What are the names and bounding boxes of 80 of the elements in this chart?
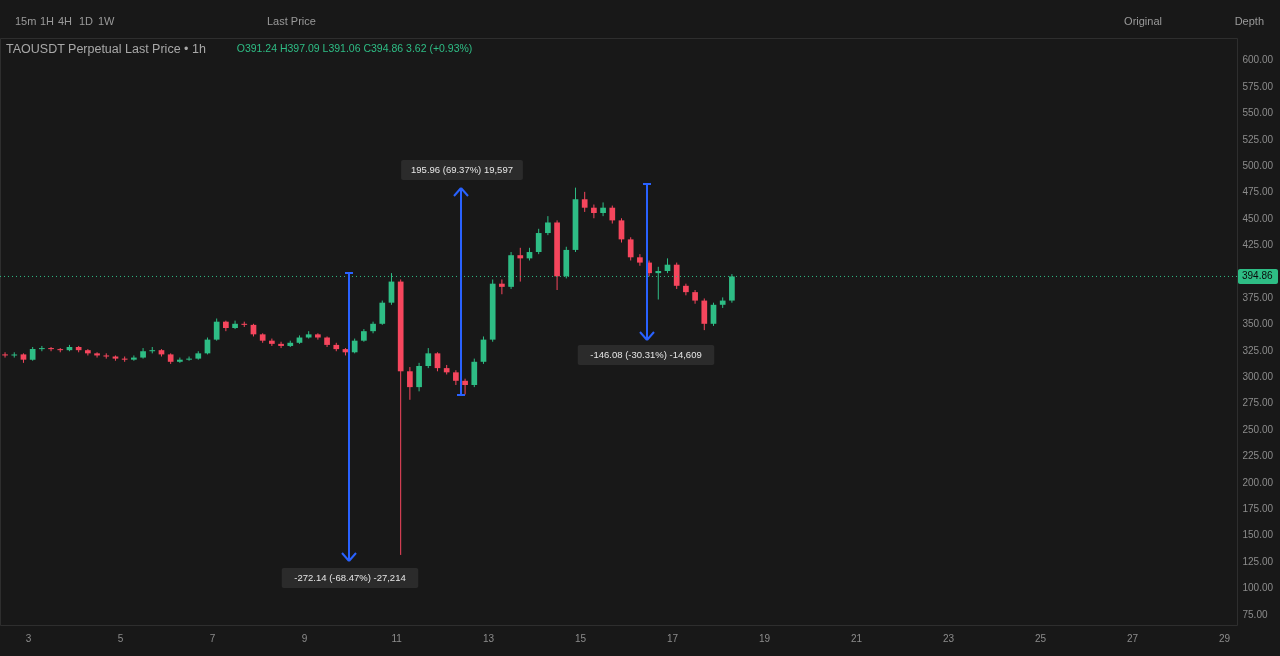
x-tick-label: 29: [1219, 632, 1231, 644]
y-tick-label: 500.00: [1242, 159, 1274, 171]
candlestick: [131, 354, 137, 362]
annotation: -146.08 (-30.31%) -14,609: [590, 349, 702, 360]
x-tick-label: 13: [483, 632, 495, 644]
text: 1H: [40, 15, 55, 27]
x-tick-label: 11: [391, 632, 403, 644]
candlestick: [600, 201, 606, 217]
candlestick: [591, 204, 597, 219]
y-tick-label: 550.00: [1242, 107, 1274, 119]
candlestick: [232, 320, 238, 330]
candlestick: [407, 366, 413, 401]
y-tick-label: 250.00: [1242, 423, 1274, 435]
candlestick: [186, 356, 192, 362]
y-tick-label: 225.00: [1242, 450, 1274, 462]
ref-line-label: 394.86: [1242, 270, 1274, 282]
y-tick-label: 150.00: [1242, 529, 1274, 541]
x-tick-label: 19: [759, 632, 771, 644]
y-tick-label: 200.00: [1242, 476, 1274, 488]
chart-title: TAOUSDT Perpetual Last Price • 1h: [6, 42, 206, 56]
x-tick-label: 27: [1127, 632, 1139, 644]
y-tick-label: 525.00: [1242, 133, 1274, 145]
candlestick: [177, 357, 183, 364]
candlestick: [213, 318, 220, 342]
candlestick: [627, 236, 634, 261]
candlestick: [701, 297, 708, 331]
candlestick: [673, 262, 680, 290]
y-tick-label: 375.00: [1242, 291, 1274, 303]
x-tick-label: 7: [209, 632, 216, 644]
y-tick-label: 175.00: [1242, 502, 1274, 514]
x-tick-label: 21: [851, 632, 863, 644]
x-tick-label: 17: [667, 632, 679, 644]
text: 4H: [58, 15, 73, 27]
chart-subtitle: O391.24 H397.09 L391.06 C394.86 3.62 (+0.93%): [236, 42, 473, 54]
annotation: -272.14 (-68.47%) -27,214: [294, 572, 406, 583]
x-tick-label: 5: [117, 632, 124, 644]
y-tick-label: 575.00: [1242, 80, 1274, 92]
text: 1D: [79, 15, 94, 27]
y-tick-label: 75.00: [1242, 608, 1268, 620]
candlestick: [11, 351, 18, 359]
candlestick: [471, 358, 478, 388]
candlestick: [517, 247, 524, 283]
y-tick-label: 275.00: [1242, 397, 1274, 409]
candlestick: [637, 253, 643, 267]
candlestick: [94, 351, 100, 359]
candlestick: [85, 348, 91, 356]
candlestick: [269, 338, 275, 347]
text: Depth: [1234, 15, 1264, 27]
candlestick: [315, 332, 321, 341]
candlestick: [2, 351, 8, 359]
candlestick: [379, 300, 386, 326]
text: Last Price: [267, 15, 316, 27]
x-tick-label: 25: [1035, 632, 1047, 644]
candlestick: [545, 215, 551, 236]
candlestick: [499, 278, 505, 295]
x-tick-label: 23: [943, 632, 955, 644]
y-tick-label: 350.00: [1242, 318, 1274, 330]
candlestick: [535, 228, 542, 255]
text: 1W: [98, 15, 116, 27]
candlestick: [425, 347, 432, 369]
y-tick-label: 325.00: [1242, 344, 1274, 356]
candlestick: [278, 341, 284, 349]
candlestick: [581, 191, 588, 213]
y-tick-label: 125.00: [1242, 555, 1274, 567]
candlestick: [416, 362, 422, 392]
text: Original: [1124, 15, 1162, 27]
text: 15m: [15, 15, 37, 27]
y-tick-label: 450.00: [1242, 212, 1274, 224]
annotation: 195.96 (69.37%) 19,597: [411, 164, 513, 175]
candlestick: [48, 346, 54, 352]
candlestick: [39, 345, 45, 352]
y-tick-label: 100.00: [1242, 582, 1274, 594]
y-tick-label: 425.00: [1242, 239, 1274, 251]
y-tick-label: 300.00: [1242, 371, 1274, 383]
x-tick-label: 3: [25, 632, 32, 644]
y-tick-label: 475.00: [1242, 186, 1274, 198]
candlestick: [462, 378, 468, 396]
y-tick-label: 600.00: [1242, 54, 1274, 66]
x-tick-label: 15: [575, 632, 587, 644]
x-tick-label: 9: [301, 632, 308, 644]
